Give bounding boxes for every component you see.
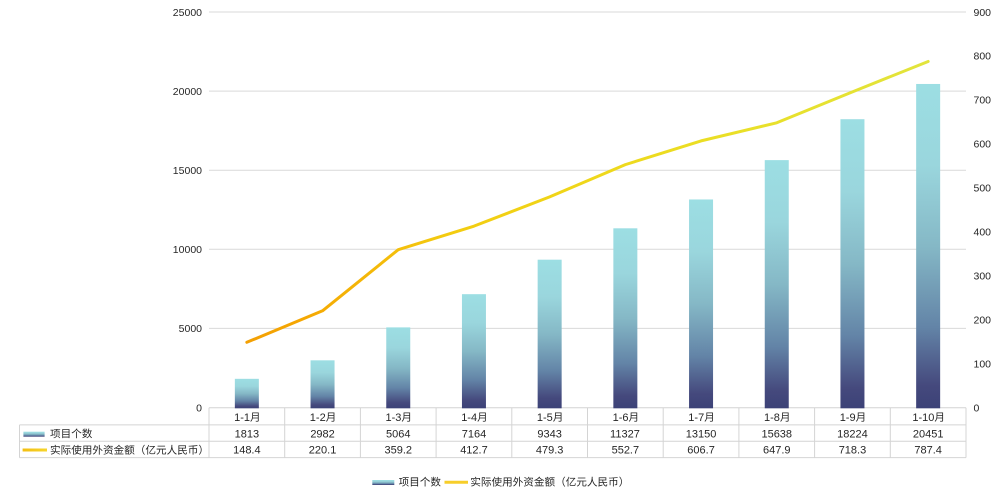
svg-text:148.4: 148.4	[233, 445, 261, 457]
svg-text:412.7: 412.7	[460, 445, 488, 457]
svg-text:5064: 5064	[386, 428, 410, 440]
svg-text:1-6: 1-6	[613, 412, 629, 424]
svg-text:20000: 20000	[173, 86, 202, 98]
svg-text:11327: 11327	[610, 428, 640, 440]
svg-text:1813: 1813	[235, 428, 259, 440]
svg-text:1-4: 1-4	[461, 412, 477, 424]
svg-text:0: 0	[196, 402, 202, 414]
svg-text:7164: 7164	[462, 428, 486, 440]
svg-text:5000: 5000	[179, 323, 203, 335]
svg-text:100: 100	[974, 358, 992, 370]
svg-text:400: 400	[974, 226, 992, 238]
svg-text:900: 900	[974, 7, 992, 19]
svg-text:500: 500	[974, 183, 992, 195]
svg-text:1-5: 1-5	[537, 412, 553, 424]
svg-text:2982: 2982	[310, 428, 334, 440]
svg-text:479.3: 479.3	[536, 445, 564, 457]
svg-text:9343: 9343	[537, 428, 561, 440]
svg-text:606.7: 606.7	[687, 445, 715, 457]
svg-text:18224: 18224	[837, 428, 868, 440]
svg-text:13150: 13150	[686, 428, 717, 440]
svg-text:700: 700	[974, 95, 992, 107]
svg-text:15638: 15638	[761, 428, 792, 440]
svg-text:300: 300	[974, 270, 992, 282]
svg-text:552.7: 552.7	[612, 445, 640, 457]
svg-text:1-2: 1-2	[310, 412, 326, 424]
svg-text:718.3: 718.3	[839, 445, 867, 457]
svg-text:1-3: 1-3	[386, 412, 402, 424]
svg-text:15000: 15000	[173, 165, 202, 177]
svg-text:787.4: 787.4	[914, 445, 942, 457]
svg-text:10000: 10000	[173, 244, 202, 256]
svg-text:647.9: 647.9	[763, 445, 791, 457]
svg-text:25000: 25000	[173, 7, 202, 19]
svg-text:1-1: 1-1	[234, 412, 250, 424]
svg-text:1-10: 1-10	[912, 412, 934, 424]
svg-text:200: 200	[974, 314, 992, 326]
svg-text:1-8: 1-8	[764, 412, 780, 424]
svg-text:0: 0	[974, 402, 980, 414]
svg-text:1-7: 1-7	[688, 412, 704, 424]
svg-text:600: 600	[974, 139, 992, 151]
svg-text:20451: 20451	[913, 428, 944, 440]
svg-text:800: 800	[974, 51, 992, 63]
svg-text:1-9: 1-9	[840, 412, 856, 424]
svg-text:359.2: 359.2	[384, 445, 412, 457]
svg-text:220.1: 220.1	[309, 445, 337, 457]
